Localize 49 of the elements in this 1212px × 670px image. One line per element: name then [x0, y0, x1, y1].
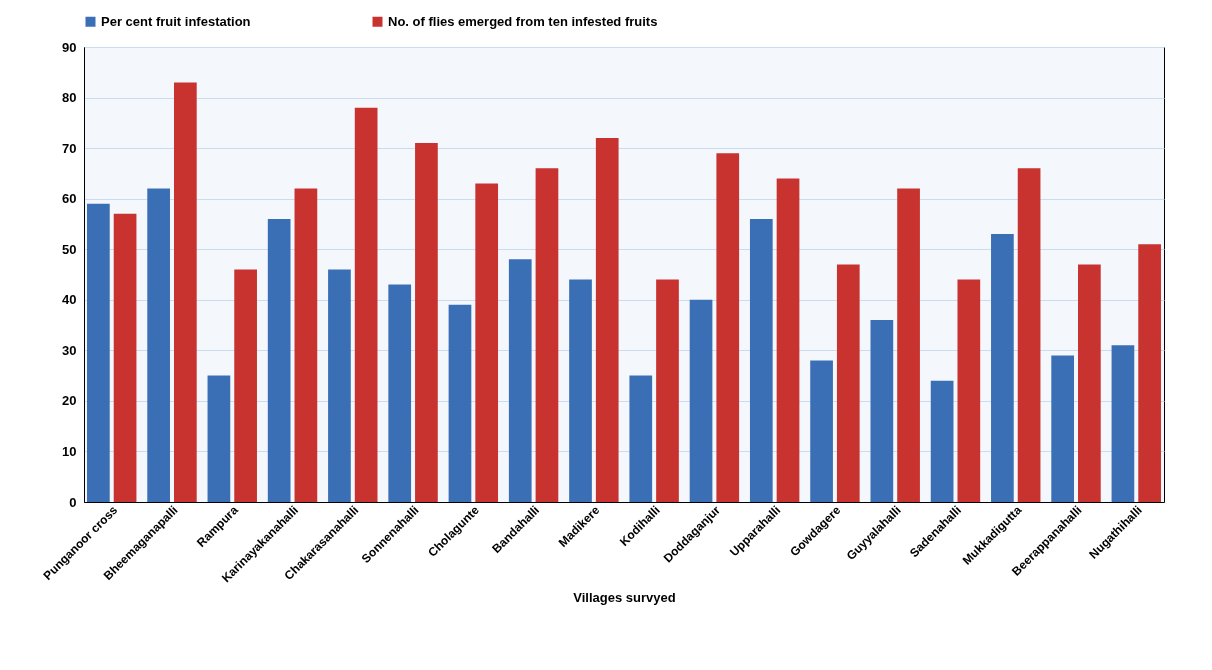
bar — [1017, 168, 1041, 502]
bar — [267, 218, 291, 502]
bar — [1078, 264, 1101, 502]
bar — [475, 183, 499, 502]
bar — [173, 82, 197, 502]
bar — [234, 269, 257, 502]
bar — [328, 269, 351, 502]
y-tick-label: 30 — [62, 342, 77, 358]
bar — [595, 138, 619, 502]
bar — [354, 107, 378, 502]
y-tick-label: 10 — [62, 443, 77, 459]
legend-label: No. of flies emerged from ten infested fruits — [388, 13, 658, 29]
bar — [508, 259, 532, 502]
bar — [448, 304, 472, 502]
bar — [810, 360, 833, 502]
legend-label: Per cent fruit infestation — [101, 13, 251, 29]
bar — [930, 380, 954, 502]
y-tick-label: 50 — [62, 241, 77, 257]
bar — [113, 213, 137, 502]
x-axis-title: Villages survyed — [573, 590, 676, 606]
bar — [415, 143, 438, 502]
y-tick-label: 60 — [62, 191, 77, 207]
bar — [897, 188, 920, 502]
bar — [388, 284, 412, 502]
bar — [656, 279, 679, 502]
bar — [569, 279, 592, 502]
bar — [294, 188, 318, 502]
bar — [991, 234, 1014, 502]
bar — [87, 203, 110, 502]
bar — [147, 188, 170, 502]
bar — [957, 279, 981, 502]
bar — [870, 320, 894, 502]
y-tick-label: 80 — [62, 90, 77, 106]
bar — [689, 299, 713, 502]
bar — [776, 178, 800, 502]
bar — [629, 375, 653, 502]
bar — [207, 375, 231, 502]
bar — [749, 218, 773, 502]
y-tick-label: 40 — [62, 292, 77, 308]
bar — [1051, 355, 1075, 502]
bar — [1111, 345, 1135, 502]
y-tick-label: 0 — [69, 494, 77, 510]
y-tick-label: 90 — [62, 39, 77, 55]
y-tick-label: 70 — [62, 140, 77, 156]
bar — [1138, 244, 1161, 502]
bar — [716, 153, 740, 502]
bar — [836, 264, 860, 502]
y-tick-label: 20 — [62, 393, 77, 409]
bar — [535, 168, 559, 502]
